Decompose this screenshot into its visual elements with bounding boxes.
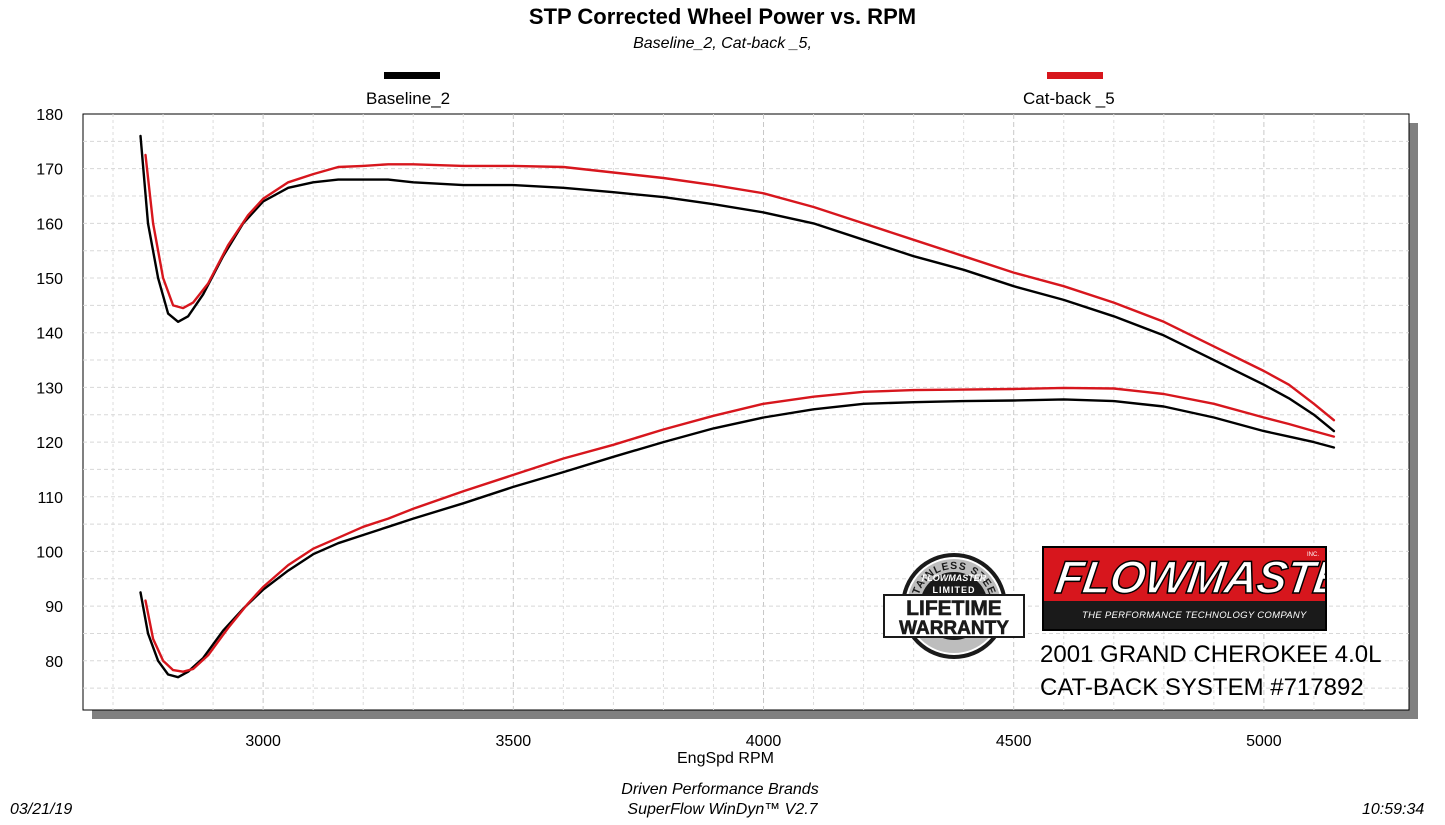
y-tick-label: 80: [45, 654, 63, 671]
legend-swatch-baseline: [384, 72, 440, 79]
warranty-badge: STAINLESS STEEL FLOWMASTER LIMITED LIFET…: [883, 553, 1025, 659]
y-axis: 80 90 100 110 120 130 140 150 160 170 180: [36, 107, 63, 671]
legend-label-catback: Cat-back _5: [1023, 89, 1115, 108]
y-tick-label: 140: [36, 326, 63, 343]
footer-time: 10:59:34: [1362, 801, 1425, 818]
x-tick-label: 4000: [746, 733, 782, 750]
series-line-catback-upper: [144, 153, 1336, 422]
vehicle-line-2: CAT-BACK SYSTEM #717892: [1040, 674, 1364, 701]
vehicle-line-1: 2001 GRAND CHEROKEE 4.0L: [1040, 641, 1382, 668]
legend-label-baseline: Baseline_2: [366, 89, 451, 108]
warranty-brand-text: FLOWMASTER: [922, 573, 987, 583]
flowmaster-inc: INC.: [1307, 552, 1319, 558]
y-tick-label: 150: [36, 271, 63, 288]
y-tick-label: 100: [36, 544, 63, 561]
warranty-warranty-text: WARRANTY: [899, 618, 1009, 639]
flowmaster-logo-text: FLOWMASTER: [1052, 550, 1327, 604]
warranty-limited-text: LIMITED: [933, 585, 976, 595]
x-tick-label: 4500: [996, 733, 1032, 750]
footer-software: SuperFlow WinDyn™ V2.7: [627, 801, 818, 818]
series-line-baseline-lower: [139, 398, 1336, 679]
x-tick-label: 3500: [496, 733, 532, 750]
chart-title: STP Corrected Wheel Power vs. RPM: [528, 4, 917, 29]
y-tick-label: 130: [36, 380, 63, 397]
series-line-catback-lower: [144, 386, 1336, 673]
chart-subtitle: Baseline_2, Cat-back _5,: [633, 35, 812, 52]
y-tick-label: 120: [36, 435, 63, 452]
series-lines: [139, 134, 1336, 679]
flowmaster-banner-strip: [1044, 601, 1325, 629]
x-tick-label: 3000: [245, 733, 281, 750]
x-axis: 3000 3500 4000 4500 5000: [245, 733, 1281, 750]
series-line-baseline-upper: [139, 134, 1336, 433]
warranty-lifetime-text: LIFETIME: [906, 597, 1002, 620]
plot-shadow-right: [1409, 123, 1418, 719]
footer-date: 03/21/19: [10, 801, 73, 818]
y-tick-label: 90: [45, 599, 63, 616]
y-tick-label: 110: [37, 490, 63, 507]
flowmaster-logo: FLOWMASTER INC. THE PERFORMANCE TECHNOLO…: [1042, 546, 1327, 631]
footer-company: Driven Performance Brands: [621, 781, 819, 798]
flowmaster-tagline: THE PERFORMANCE TECHNOLOGY COMPANY: [1082, 610, 1307, 621]
y-tick-label: 180: [36, 107, 63, 124]
plot-shadow-bottom: [92, 710, 1418, 719]
y-tick-label: 170: [36, 162, 63, 179]
y-tick-label: 160: [36, 216, 63, 233]
x-axis-label: EngSpd RPM: [677, 750, 774, 767]
x-tick-label: 5000: [1246, 733, 1282, 750]
legend-swatch-catback: [1047, 72, 1103, 79]
